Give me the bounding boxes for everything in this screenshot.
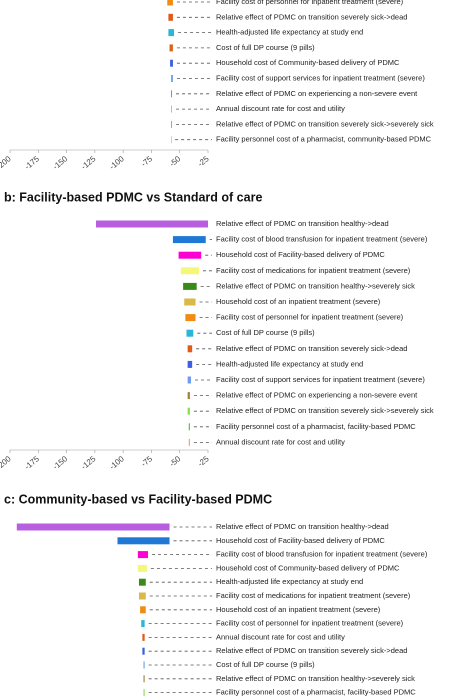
bar (117, 537, 170, 545)
row-label: Facility cost of personnel for inpatient… (216, 0, 404, 6)
row-label: Relative effect of PDMC on transition se… (216, 406, 434, 415)
row-label: Cost of full DP course (9 pills) (216, 660, 315, 669)
bar (188, 423, 190, 431)
bar (168, 13, 173, 21)
x-tick-label: -100 (108, 454, 126, 472)
row-label: Relative effect of PDMC on transition he… (216, 219, 389, 228)
bar (138, 578, 146, 586)
row-label: Facility cost of blood transfusion for i… (216, 235, 428, 244)
row-label: Relative effect of PDMC on transition he… (216, 281, 415, 290)
x-tick-label: -200 (0, 454, 13, 472)
bar (142, 633, 145, 641)
x-tick-label: -25 (196, 154, 211, 169)
bar (138, 592, 146, 600)
row-label: Annual discount rate for cost and utilit… (216, 437, 345, 446)
bar (188, 438, 190, 446)
bar (170, 59, 173, 67)
bar (183, 282, 197, 290)
bar (185, 314, 196, 322)
bar (143, 689, 145, 697)
bar (171, 120, 173, 128)
bar (95, 220, 208, 228)
bar (142, 647, 145, 655)
x-tick-label: -175 (23, 154, 41, 172)
bar (178, 251, 202, 259)
row-label: Household cost of Facility-based deliver… (216, 536, 385, 545)
bar (171, 105, 173, 113)
x-tick-label: -100 (108, 154, 126, 172)
row-label: Relative effect of PDMC on experiencing … (216, 89, 418, 98)
row-label: Household cost of an inpatient treatment… (216, 297, 381, 306)
bar (168, 29, 175, 37)
x-tick-label: -150 (51, 154, 69, 172)
bar (187, 345, 193, 353)
row-label: Household cost of Community-based delive… (216, 563, 400, 572)
row-label: Facility cost of blood transfusion for i… (216, 550, 428, 559)
row-label: Facility cost of medications for inpatie… (216, 591, 411, 600)
row-label: Facility personnel cost of a pharmacist,… (216, 422, 416, 431)
row-label: Facility personnel cost of a pharmacist,… (216, 688, 416, 697)
bar (16, 523, 170, 531)
row-label: Cost of full DP course (9 pills) (216, 328, 315, 337)
row-label: Household cost of Community-based delive… (216, 58, 400, 67)
row-label: Household cost of an inpatient treatment… (216, 605, 381, 614)
row-label: Facility cost of support services for in… (216, 375, 425, 384)
panel-title: b: Facility-based PDMC vs Standard of ca… (4, 190, 262, 204)
bar (140, 606, 146, 614)
x-tick-label: -50 (168, 154, 183, 169)
panel-title: c: Community-based vs Facility-based PDM… (4, 492, 272, 506)
row-label: Relative effect of PDMC on transition se… (216, 646, 407, 655)
row-label: Annual discount rate for cost and utilit… (216, 632, 345, 641)
row-label: Relative effect of PDMC on transition se… (216, 12, 407, 21)
row-label: Relative effect of PDMC on transition he… (216, 522, 389, 531)
bar (167, 0, 173, 6)
row-label: Household cost of Facility-based deliver… (216, 250, 385, 259)
x-tick-label: -25 (196, 454, 211, 469)
x-tick-label: -75 (139, 454, 154, 469)
bar (171, 75, 173, 82)
row-label: Facility cost of medications for inpatie… (216, 266, 411, 275)
x-tick-label: -75 (139, 154, 154, 169)
x-tick-label: -125 (79, 454, 97, 472)
bar (169, 44, 173, 52)
x-tick-label: -125 (79, 154, 97, 172)
row-label: Facility cost of support services for in… (216, 73, 425, 82)
bar (141, 620, 145, 628)
x-tick-label: -200 (0, 154, 13, 172)
bar (143, 675, 145, 683)
bar (137, 551, 149, 559)
row-label: Relative effect of PDMC on transition se… (216, 119, 434, 128)
bar (171, 136, 172, 144)
row-label: Facility cost of personnel for inpatient… (216, 619, 404, 628)
x-tick-label: -175 (23, 454, 41, 472)
bar (137, 564, 147, 572)
bar (187, 376, 192, 384)
bar (187, 360, 193, 368)
x-tick-label: -50 (168, 454, 183, 469)
row-label: Health-adjusted life expectancy at study… (216, 28, 363, 37)
bar (184, 298, 196, 306)
row-label: Relative effect of PDMC on transition se… (216, 344, 407, 353)
row-label: Health-adjusted life expectancy at study… (216, 577, 363, 586)
bar (186, 329, 194, 337)
row-label: Relative effect of PDMC on transition he… (216, 674, 415, 683)
row-label: Relative effect of PDMC on experiencing … (216, 391, 418, 400)
bar (143, 661, 145, 669)
bar (171, 90, 173, 98)
row-label: Facility personnel cost of a pharmacist,… (216, 135, 432, 144)
bar (172, 236, 206, 244)
row-label: Cost of full DP course (9 pills) (216, 43, 315, 52)
row-label: Facility cost of personnel for inpatient… (216, 313, 404, 322)
x-tick-label: -150 (51, 454, 69, 472)
row-label: Annual discount rate for cost and utilit… (216, 104, 345, 113)
bar (180, 267, 199, 275)
row-label: Health-adjusted life expectancy at study… (216, 359, 363, 368)
bar (187, 407, 190, 415)
bar (187, 392, 190, 400)
